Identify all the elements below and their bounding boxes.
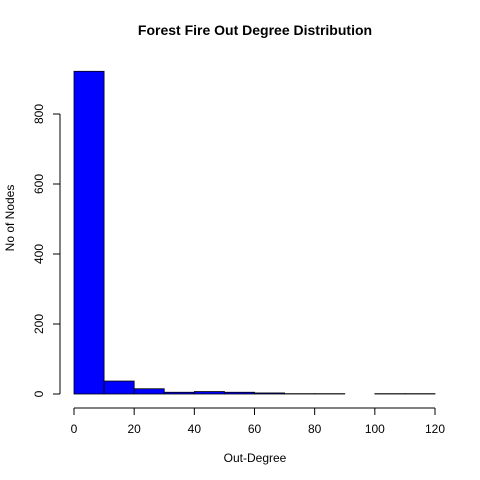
x-tick-label: 120 [425, 422, 445, 436]
x-tick-label: 100 [365, 422, 385, 436]
y-axis-label: No of Nodes [3, 185, 17, 252]
chart-title: Forest Fire Out Degree Distribution [138, 22, 372, 38]
histogram-bar [73, 70, 105, 395]
y-tick-label: 800 [32, 104, 46, 124]
x-tick-label: 40 [188, 422, 202, 436]
x-tick-label: 20 [127, 422, 141, 436]
histogram-bar [224, 391, 255, 395]
y-axis: 0 200 400 600 800 [32, 104, 61, 397]
histogram-bar [133, 388, 165, 395]
x-tick-label: 0 [71, 422, 78, 436]
histogram-bar [163, 391, 195, 395]
x-tick-label: 80 [308, 422, 322, 436]
histogram-bar [254, 392, 285, 395]
x-tick-label: 60 [248, 422, 262, 436]
bars-group [73, 70, 436, 395]
y-tick-label: 200 [32, 314, 46, 334]
y-tick-label: 400 [32, 244, 46, 264]
x-axis: 0 20 40 60 80 100 120 [71, 407, 445, 436]
x-axis-label: Out-Degree [224, 451, 287, 465]
histogram-bar [193, 391, 225, 395]
y-tick-label: 0 [32, 390, 46, 397]
y-tick-label: 600 [32, 174, 46, 194]
histogram-bar [103, 380, 135, 395]
